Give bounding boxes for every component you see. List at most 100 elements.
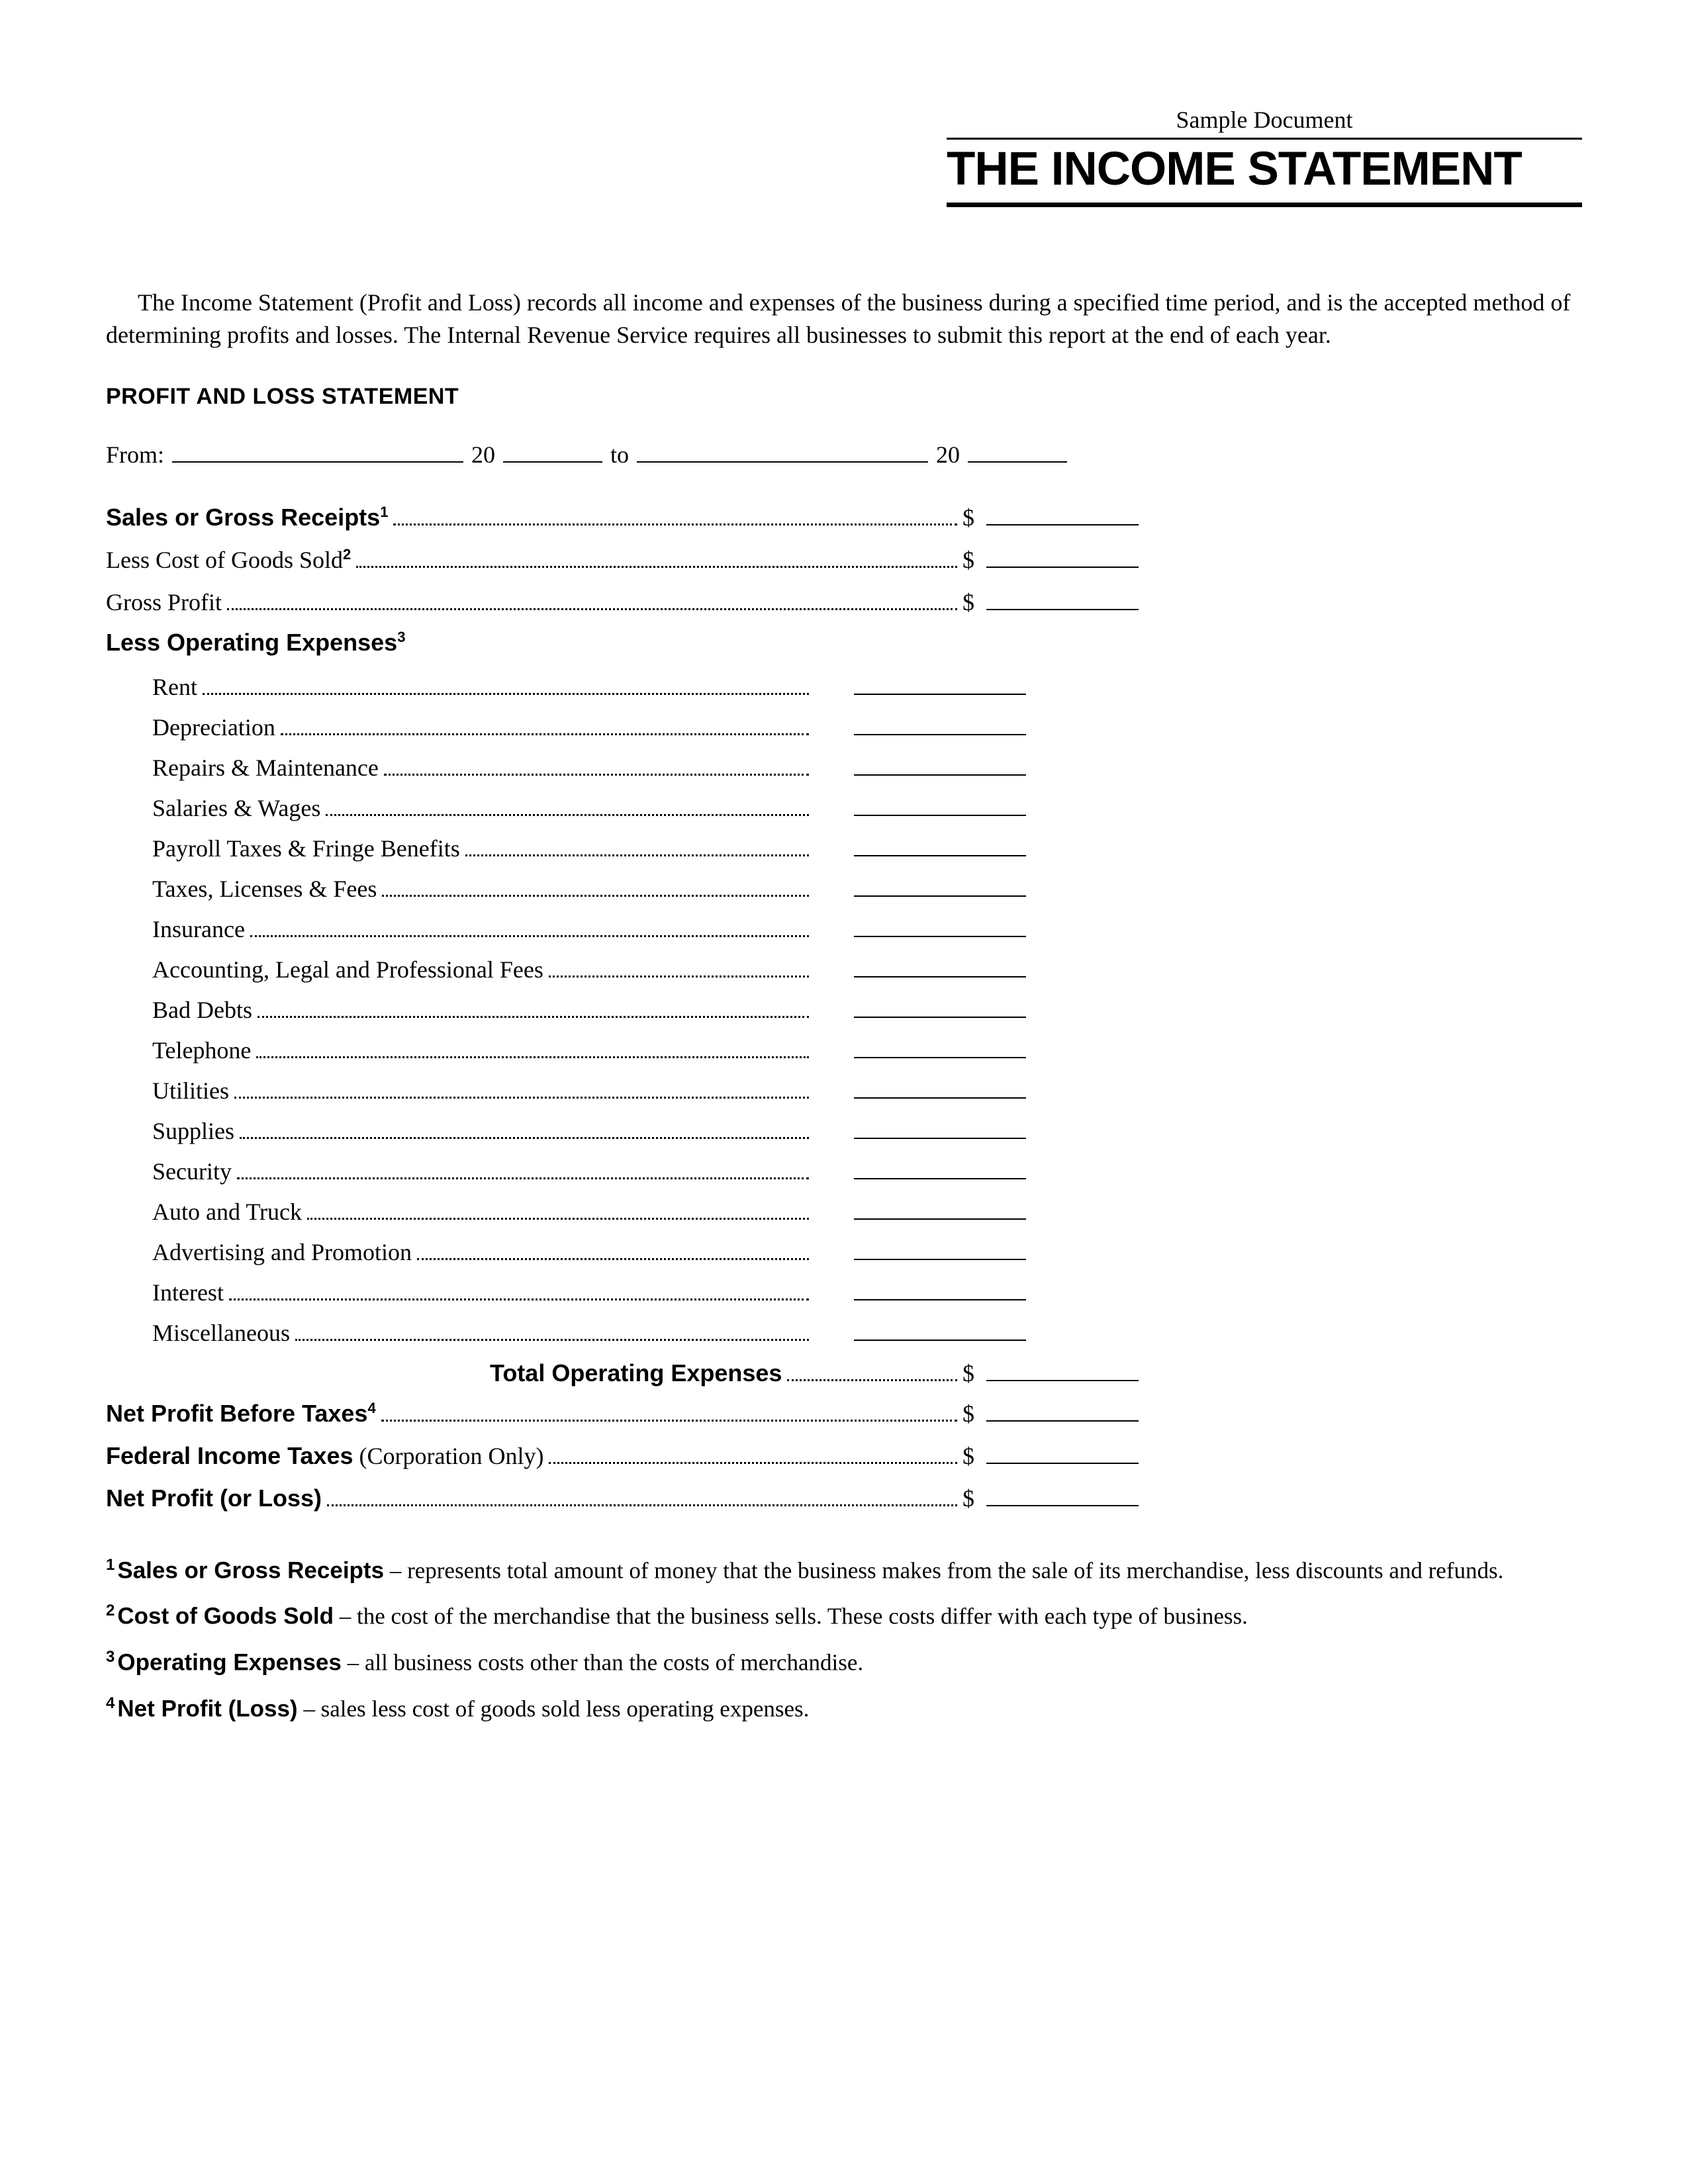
amount-blank[interactable] <box>986 502 1139 525</box>
dot-leader <box>307 1218 809 1220</box>
expense-label: Miscellaneous <box>152 1319 290 1347</box>
to-year-prefix: 20 <box>936 441 960 469</box>
amount-blank[interactable] <box>854 1115 1026 1139</box>
amount-blank[interactable] <box>854 954 1026 978</box>
amount-blank[interactable] <box>854 711 1026 735</box>
dot-leader <box>381 1420 957 1422</box>
header-block: Sample Document THE INCOME STATEMENT <box>947 106 1582 207</box>
total-operating-expenses: Total Operating Expenses $ <box>106 1357 1139 1387</box>
expense-label: Insurance <box>152 915 245 943</box>
dot-leader <box>229 1298 809 1300</box>
expense-label-wrap: Supplies <box>152 1117 814 1145</box>
dot-leader <box>382 895 809 897</box>
expense-row: Utilities <box>106 1075 1139 1105</box>
expense-label: Accounting, Legal and Professional Fees <box>152 956 543 983</box>
footnote-3: 3Operating Expenses – all business costs… <box>106 1646 1582 1679</box>
amount-blank[interactable] <box>854 913 1026 937</box>
dot-leader <box>549 1462 957 1464</box>
dot-leader <box>237 1177 809 1179</box>
footnote-2: 2Cost of Goods Sold – the cost of the me… <box>106 1600 1582 1633</box>
sample-label: Sample Document <box>947 106 1582 140</box>
expenses-list: Rent Depreciation Repairs & Maintenance Sal… <box>106 671 1139 1347</box>
expense-label: Advertising and Promotion <box>152 1238 412 1266</box>
line-net-profit: Net Profit (or Loss) $ <box>106 1482 1139 1514</box>
amount-blank[interactable] <box>986 1357 1139 1381</box>
dot-leader <box>326 814 809 816</box>
expense-row: Interest <box>106 1277 1139 1306</box>
amount-blank[interactable] <box>854 1317 1026 1341</box>
expense-label: Repairs & Maintenance <box>152 754 379 782</box>
to-month-blank[interactable] <box>637 436 928 463</box>
expense-label-wrap: Depreciation <box>152 713 814 741</box>
expense-label-wrap: Rent <box>152 673 814 701</box>
dot-leader <box>227 608 957 610</box>
amount-blank[interactable] <box>854 671 1026 695</box>
dollar-sign: $ <box>962 546 982 574</box>
expense-label: Depreciation <box>152 713 275 741</box>
line-net-before-tax: Net Profit Before Taxes4 $ <box>106 1398 1139 1430</box>
amount-blank[interactable] <box>854 752 1026 776</box>
expense-row: Payroll Taxes & Fringe Benefits <box>106 833 1139 862</box>
expense-label: Taxes, Licenses & Fees <box>152 875 377 903</box>
amount-blank[interactable] <box>986 544 1139 568</box>
expense-label: Interest <box>152 1279 224 1306</box>
amount-blank[interactable] <box>854 1277 1026 1300</box>
expense-label-wrap: Accounting, Legal and Professional Fees <box>152 956 814 983</box>
expense-label: Payroll Taxes & Fringe Benefits <box>152 835 460 862</box>
line-label: Gross Profit <box>106 588 222 616</box>
expense-label-wrap: Telephone <box>152 1036 814 1064</box>
dot-leader <box>295 1339 809 1341</box>
amount-blank[interactable] <box>854 833 1026 856</box>
expense-label-wrap: Security <box>152 1158 814 1185</box>
line-sales: Sales or Gross Receipts1 $ <box>106 502 1139 533</box>
from-label: From: <box>106 441 164 469</box>
dot-leader <box>787 1379 957 1381</box>
amount-blank[interactable] <box>986 1482 1139 1506</box>
dollar-sign: $ <box>962 1359 982 1387</box>
amount-blank[interactable] <box>854 1075 1026 1099</box>
amount-blank[interactable] <box>854 994 1026 1018</box>
expense-label-wrap: Insurance <box>152 915 814 943</box>
intro-paragraph: The Income Statement (Profit and Loss) r… <box>106 287 1582 351</box>
expense-label-wrap: Auto and Truck <box>152 1198 814 1226</box>
footnote-1: 1Sales or Gross Receipts – represents to… <box>106 1554 1582 1587</box>
expense-label-wrap: Salaries & Wages <box>152 794 814 822</box>
line-label: Net Profit Before Taxes4 <box>106 1400 376 1428</box>
from-year-blank[interactable] <box>503 436 602 463</box>
line-label: Less Operating Expenses3 <box>106 629 405 657</box>
expense-label: Telephone <box>152 1036 251 1064</box>
dot-leader <box>393 523 957 525</box>
expense-row: Auto and Truck <box>106 1196 1139 1226</box>
expense-row: Advertising and Promotion <box>106 1236 1139 1266</box>
to-year-blank[interactable] <box>968 436 1067 463</box>
amount-blank[interactable] <box>854 873 1026 897</box>
amount-blank[interactable] <box>854 1236 1026 1260</box>
amount-blank[interactable] <box>854 792 1026 816</box>
dot-leader <box>258 1016 809 1018</box>
expense-label: Bad Debts <box>152 996 252 1024</box>
from-year-prefix: 20 <box>471 441 495 469</box>
amount-blank[interactable] <box>854 1034 1026 1058</box>
amount-blank[interactable] <box>986 586 1139 610</box>
footnotes: 1Sales or Gross Receipts – represents to… <box>106 1554 1582 1725</box>
expense-label: Utilities <box>152 1077 229 1105</box>
dot-leader <box>256 1056 809 1058</box>
expense-row: Supplies <box>106 1115 1139 1145</box>
amount-blank[interactable] <box>854 1196 1026 1220</box>
expense-label-wrap: Payroll Taxes & Fringe Benefits <box>152 835 814 862</box>
expense-row: Miscellaneous <box>106 1317 1139 1347</box>
dot-leader <box>465 854 809 856</box>
line-federal-tax: Federal Income Taxes (Corporation Only) … <box>106 1440 1139 1472</box>
amount-blank[interactable] <box>986 1398 1139 1422</box>
from-month-blank[interactable] <box>172 436 463 463</box>
page-title: THE INCOME STATEMENT <box>947 140 1582 207</box>
dollar-sign: $ <box>962 1484 982 1512</box>
expense-row: Insurance <box>106 913 1139 943</box>
footnote-4: 4Net Profit (Loss) – sales less cost of … <box>106 1692 1582 1725</box>
amount-blank[interactable] <box>986 1440 1139 1464</box>
expense-label-wrap: Repairs & Maintenance <box>152 754 814 782</box>
amount-blank[interactable] <box>854 1156 1026 1179</box>
expense-label-wrap: Miscellaneous <box>152 1319 814 1347</box>
expense-label-wrap: Interest <box>152 1279 814 1306</box>
line-label: Less Cost of Goods Sold2 <box>106 546 351 574</box>
